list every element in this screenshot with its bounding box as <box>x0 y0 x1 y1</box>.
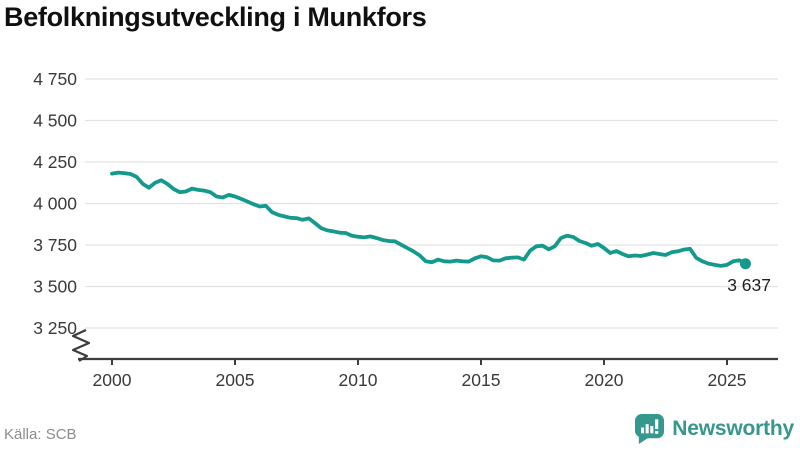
population-series-line <box>110 170 748 268</box>
newsworthy-logo: Newsworthy <box>634 413 794 444</box>
x-axis-tick-label: 2010 <box>339 370 378 390</box>
x-axis-tick-label: 2015 <box>462 370 501 390</box>
y-axis-tick-label: 4 750 <box>33 69 77 89</box>
y-axis-tick-label: 4 250 <box>33 152 77 172</box>
y-axis-tick-label: 3 250 <box>33 318 77 338</box>
newsworthy-bubble-chart-icon <box>635 413 665 444</box>
x-axis-tick-label: 2005 <box>216 370 255 390</box>
y-axis-tick-label: 4 000 <box>33 194 77 214</box>
x-axis-tick-label: 2000 <box>93 370 132 390</box>
chart-footer: Källa: SCB Newsworthy <box>0 406 800 450</box>
y-axis-tick-label: 3 750 <box>33 235 77 255</box>
y-axis-tick-label: 4 500 <box>33 111 77 131</box>
x-axis-tick-label: 2025 <box>708 370 747 390</box>
source-label: Källa: SCB <box>4 426 77 443</box>
x-axis-tick-label: 2020 <box>585 370 624 390</box>
chart-title: Befolkningsutveckling i Munkfors <box>4 2 427 32</box>
last-value-label: 3 637 <box>727 275 771 295</box>
y-axis-tick-label: 3 500 <box>33 277 77 297</box>
axis-break-squiggle <box>71 329 91 362</box>
last-value-marker <box>739 258 751 270</box>
newsworthy-wordmark: Newsworthy <box>672 416 794 440</box>
